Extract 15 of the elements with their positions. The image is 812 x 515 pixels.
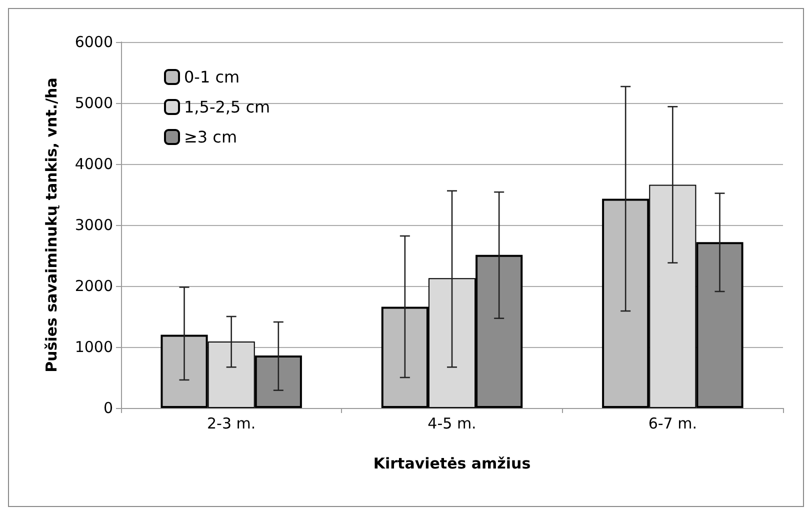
x-axis-title: Kirtavietės amžius (373, 454, 531, 472)
y-tick-label: 6000 (74, 33, 113, 51)
y-tick-label: 0 (103, 399, 113, 417)
legend-label: 0-1 cm (184, 68, 240, 86)
x-tick-label: 4-5 m. (428, 414, 476, 432)
legend-label: 1,5-2,5 cm (184, 98, 270, 116)
y-tick-label: 2000 (74, 277, 113, 295)
y-tick-label: 3000 (74, 216, 113, 234)
y-tick-label: 5000 (74, 94, 113, 112)
y-tick-label: 1000 (74, 338, 113, 356)
y-axis-title: Pušies savaiminukų tankis, vnt./ha (42, 78, 60, 372)
y-tick-label: 4000 (74, 155, 113, 173)
x-tick-label: 2-3 m. (207, 414, 256, 432)
legend-label: ≥3 cm (184, 128, 238, 146)
x-tick-label: 6-7 m. (648, 414, 697, 432)
